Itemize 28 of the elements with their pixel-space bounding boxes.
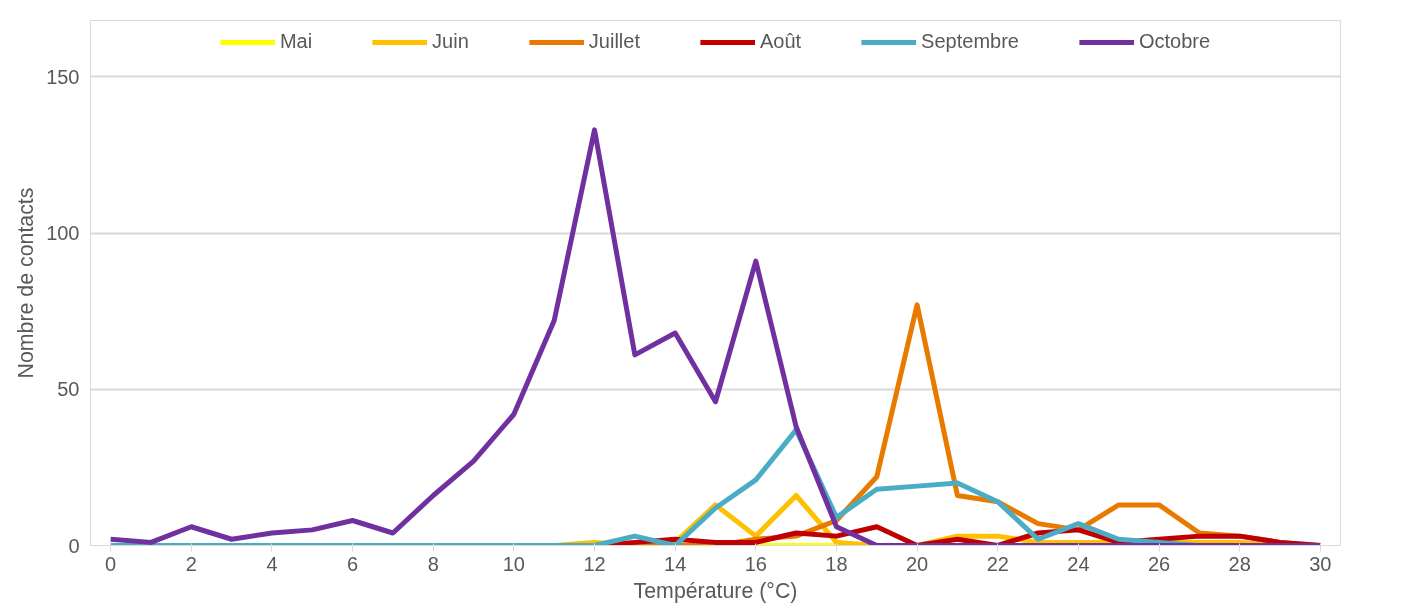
x-tick-label: 20 bbox=[905, 552, 929, 575]
x-tick-label: 24 bbox=[1067, 552, 1090, 575]
legend-label: Août bbox=[759, 30, 802, 53]
y-tick-label: 100 bbox=[46, 222, 80, 244]
y-tick-label: 50 bbox=[57, 378, 80, 401]
legend-label: Mai bbox=[279, 30, 313, 53]
x-tick-label: 14 bbox=[664, 552, 687, 575]
x-tick-label: 2 bbox=[185, 552, 197, 575]
y-axis-title: Nombre de contacts bbox=[14, 187, 39, 379]
y-tick-label: 0 bbox=[68, 534, 80, 557]
x-tick-label: 4 bbox=[266, 552, 278, 575]
y-tick-label: 150 bbox=[46, 65, 80, 88]
x-tick-label: 26 bbox=[1147, 552, 1171, 575]
x-tick-label: 18 bbox=[825, 552, 848, 575]
x-tick-label: 8 bbox=[427, 552, 439, 575]
x-tick-label: 12 bbox=[583, 552, 606, 575]
legend-label: Juin bbox=[432, 30, 469, 53]
x-tick-label: 10 bbox=[502, 552, 526, 575]
x-tick-label: 28 bbox=[1228, 552, 1251, 575]
legend-label: Septembre bbox=[921, 30, 1019, 53]
x-tick-label: 30 bbox=[1309, 552, 1332, 575]
x-tick-label: 22 bbox=[986, 552, 1009, 575]
x-tick-label: 0 bbox=[105, 552, 117, 575]
legend-label: Octobre bbox=[1138, 30, 1211, 53]
x-tick-label: 6 bbox=[347, 552, 359, 575]
x-axis-title: Température (°C) bbox=[633, 578, 798, 603]
x-tick-label: 16 bbox=[744, 552, 767, 575]
legend-label: Juillet bbox=[588, 30, 640, 53]
